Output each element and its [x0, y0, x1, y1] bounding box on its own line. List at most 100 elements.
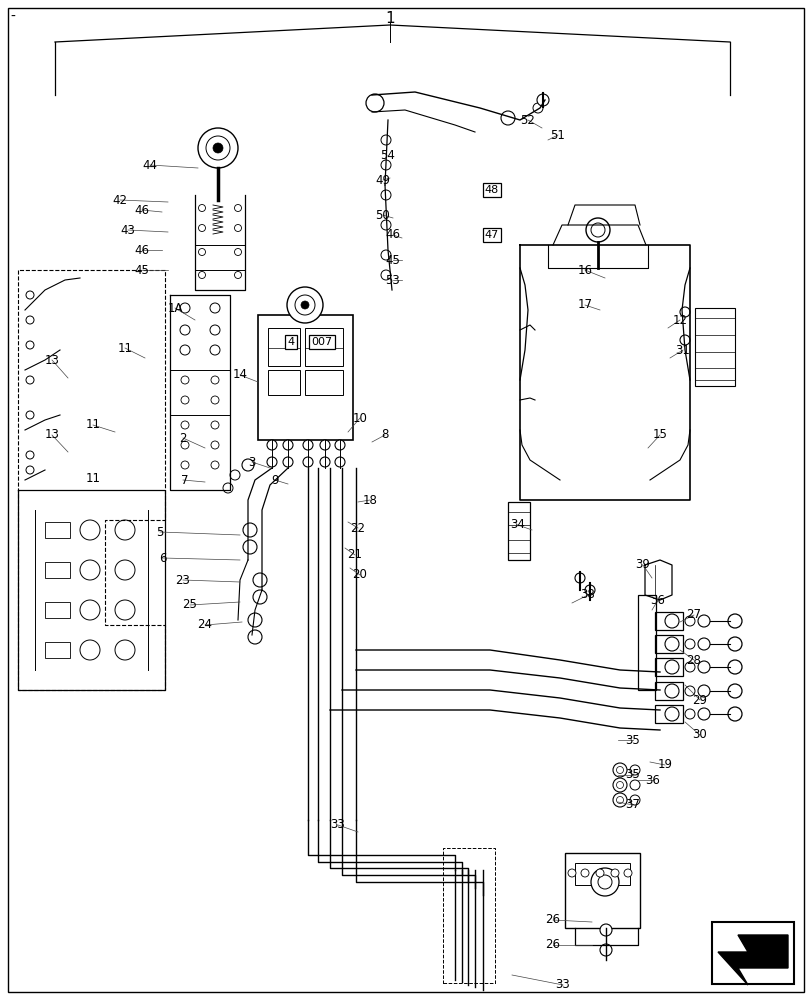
Text: 15: 15	[652, 428, 667, 442]
Circle shape	[629, 795, 639, 805]
Circle shape	[267, 457, 277, 467]
Circle shape	[283, 440, 293, 450]
Circle shape	[581, 869, 588, 877]
Bar	[258, 315, 353, 440]
Text: 34: 34	[510, 518, 525, 532]
Circle shape	[612, 793, 626, 807]
Circle shape	[584, 585, 594, 595]
Text: 48: 48	[484, 185, 499, 195]
Text: -: -	[10, 10, 15, 24]
Circle shape	[181, 376, 189, 384]
Circle shape	[586, 218, 609, 242]
Text: 10: 10	[352, 412, 367, 424]
Circle shape	[727, 614, 741, 628]
Text: 14: 14	[232, 368, 247, 381]
Circle shape	[664, 684, 678, 698]
Circle shape	[727, 707, 741, 721]
Circle shape	[335, 457, 345, 467]
Circle shape	[610, 869, 618, 877]
Bar	[305, 328, 342, 366]
Text: 7: 7	[181, 474, 188, 487]
Circle shape	[115, 600, 135, 620]
Circle shape	[234, 248, 241, 255]
Circle shape	[26, 316, 34, 324]
Circle shape	[234, 225, 241, 232]
Circle shape	[26, 376, 34, 384]
Text: 49: 49	[375, 174, 390, 187]
Circle shape	[301, 301, 309, 309]
Circle shape	[198, 128, 238, 168]
Bar	[654, 612, 682, 630]
Text: 4: 4	[287, 337, 294, 347]
Circle shape	[234, 271, 241, 278]
Text: 38: 38	[580, 588, 594, 601]
Text: 50: 50	[375, 209, 390, 222]
Text: 45: 45	[385, 253, 400, 266]
Circle shape	[211, 421, 219, 429]
Circle shape	[380, 190, 391, 200]
Circle shape	[115, 520, 135, 540]
Circle shape	[26, 411, 34, 419]
Circle shape	[612, 763, 626, 777]
Bar	[654, 635, 682, 653]
Circle shape	[380, 160, 391, 170]
Text: 52: 52	[520, 114, 534, 127]
Text: 47: 47	[484, 230, 499, 240]
Bar	[45, 602, 70, 618]
Text: 27: 27	[685, 608, 701, 621]
Circle shape	[599, 944, 611, 956]
Text: 37: 37	[624, 798, 640, 811]
Circle shape	[590, 868, 618, 896]
Circle shape	[335, 440, 345, 450]
Circle shape	[247, 630, 262, 644]
Bar	[45, 562, 70, 578]
Text: 11: 11	[85, 418, 101, 432]
Circle shape	[181, 421, 189, 429]
Text: 29: 29	[692, 694, 706, 706]
Circle shape	[223, 483, 233, 493]
Circle shape	[380, 135, 391, 145]
Text: 39: 39	[635, 558, 650, 572]
Circle shape	[536, 94, 548, 106]
Circle shape	[595, 869, 603, 877]
Circle shape	[211, 441, 219, 449]
Text: 31: 31	[675, 344, 689, 357]
Text: 13: 13	[45, 354, 59, 366]
Circle shape	[320, 457, 329, 467]
Circle shape	[181, 396, 189, 404]
Circle shape	[180, 303, 190, 313]
Circle shape	[616, 796, 623, 803]
Bar	[443, 848, 495, 983]
Text: 36: 36	[645, 774, 659, 786]
Text: 54: 54	[380, 149, 395, 162]
Circle shape	[253, 590, 267, 604]
Circle shape	[679, 335, 689, 345]
Text: 28: 28	[686, 654, 701, 666]
Circle shape	[684, 662, 694, 672]
Text: 46: 46	[135, 204, 149, 217]
Text: 36: 36	[650, 593, 665, 606]
Circle shape	[234, 205, 241, 212]
Circle shape	[727, 684, 741, 698]
Text: 1: 1	[384, 11, 394, 26]
Circle shape	[664, 614, 678, 628]
Text: 4: 4	[287, 336, 294, 349]
Circle shape	[26, 451, 34, 459]
Text: 007: 007	[311, 337, 333, 347]
Circle shape	[684, 639, 694, 649]
Circle shape	[211, 396, 219, 404]
Circle shape	[303, 440, 312, 450]
Text: 35: 35	[624, 733, 640, 746]
Bar	[508, 502, 530, 560]
Text: 23: 23	[175, 574, 191, 586]
Circle shape	[664, 637, 678, 651]
Circle shape	[210, 345, 220, 355]
Circle shape	[210, 303, 220, 313]
Circle shape	[242, 459, 254, 471]
Circle shape	[80, 640, 100, 660]
Circle shape	[181, 441, 189, 449]
Circle shape	[697, 708, 709, 720]
Bar	[268, 370, 299, 395]
Text: 12: 12	[672, 314, 687, 326]
Circle shape	[211, 461, 219, 469]
